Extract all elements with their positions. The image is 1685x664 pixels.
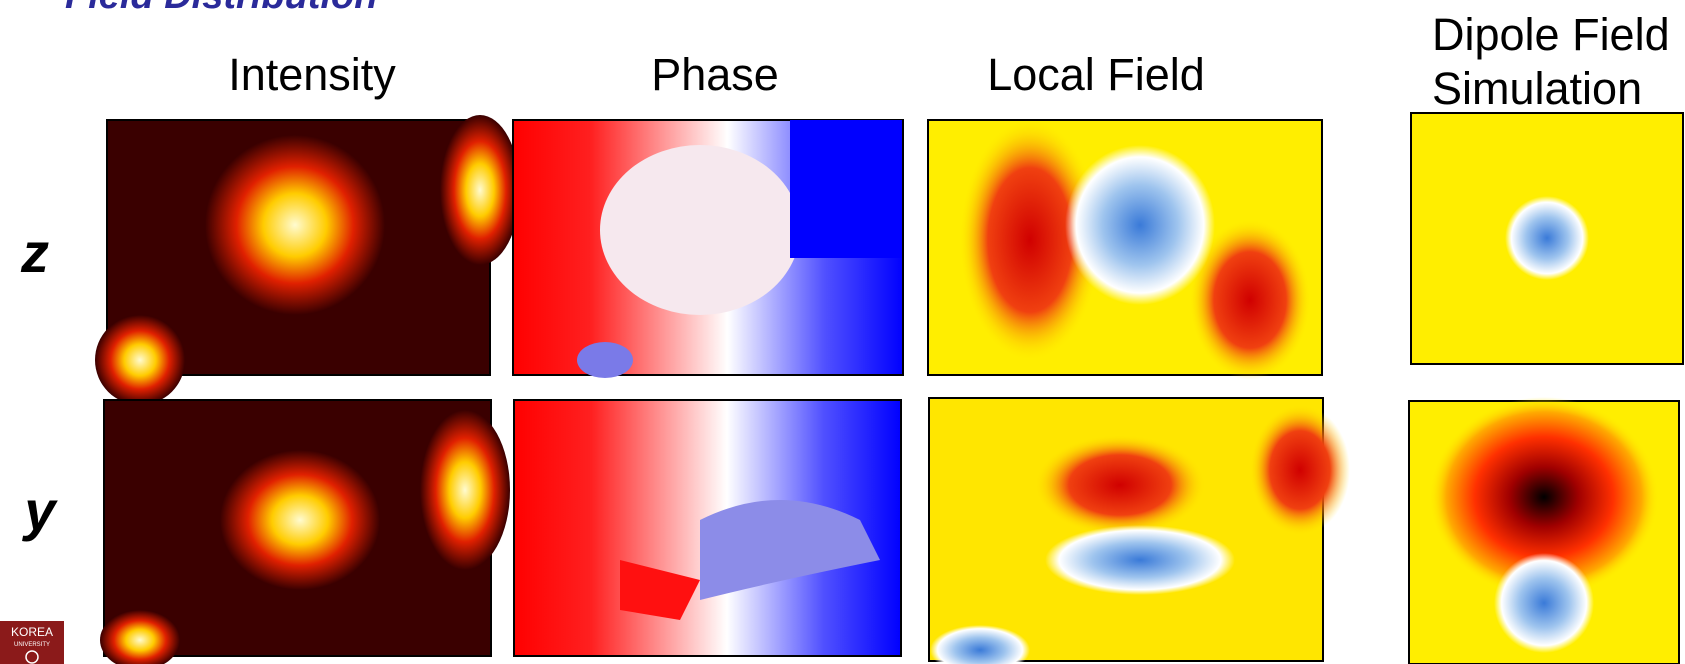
dipole-y	[1409, 397, 1679, 664]
intensity-z	[95, 115, 520, 405]
dipole-z	[1411, 113, 1683, 364]
column-header: Local Field	[987, 49, 1205, 100]
row-label: y	[21, 479, 58, 542]
row-label: z	[20, 221, 49, 284]
logo-text: KOREA	[11, 625, 53, 639]
intensity-y	[100, 400, 510, 664]
local-field-y	[929, 398, 1350, 664]
column-header: Phase	[651, 49, 779, 100]
column-header: Intensity	[228, 49, 396, 100]
local-field-z	[928, 120, 1322, 380]
logo-text: UNIVERSITY	[14, 642, 50, 648]
slide: Field Distribution Intensity Phase Local…	[0, 0, 1685, 664]
column-header: Simulation	[1432, 63, 1642, 114]
slide-title: Field Distribution	[65, 0, 377, 17]
phase-z	[513, 120, 903, 378]
column-header: Dipole Field	[1432, 9, 1670, 60]
logo: KOREA UNIVERSITY	[0, 621, 64, 664]
phase-y	[514, 400, 901, 656]
